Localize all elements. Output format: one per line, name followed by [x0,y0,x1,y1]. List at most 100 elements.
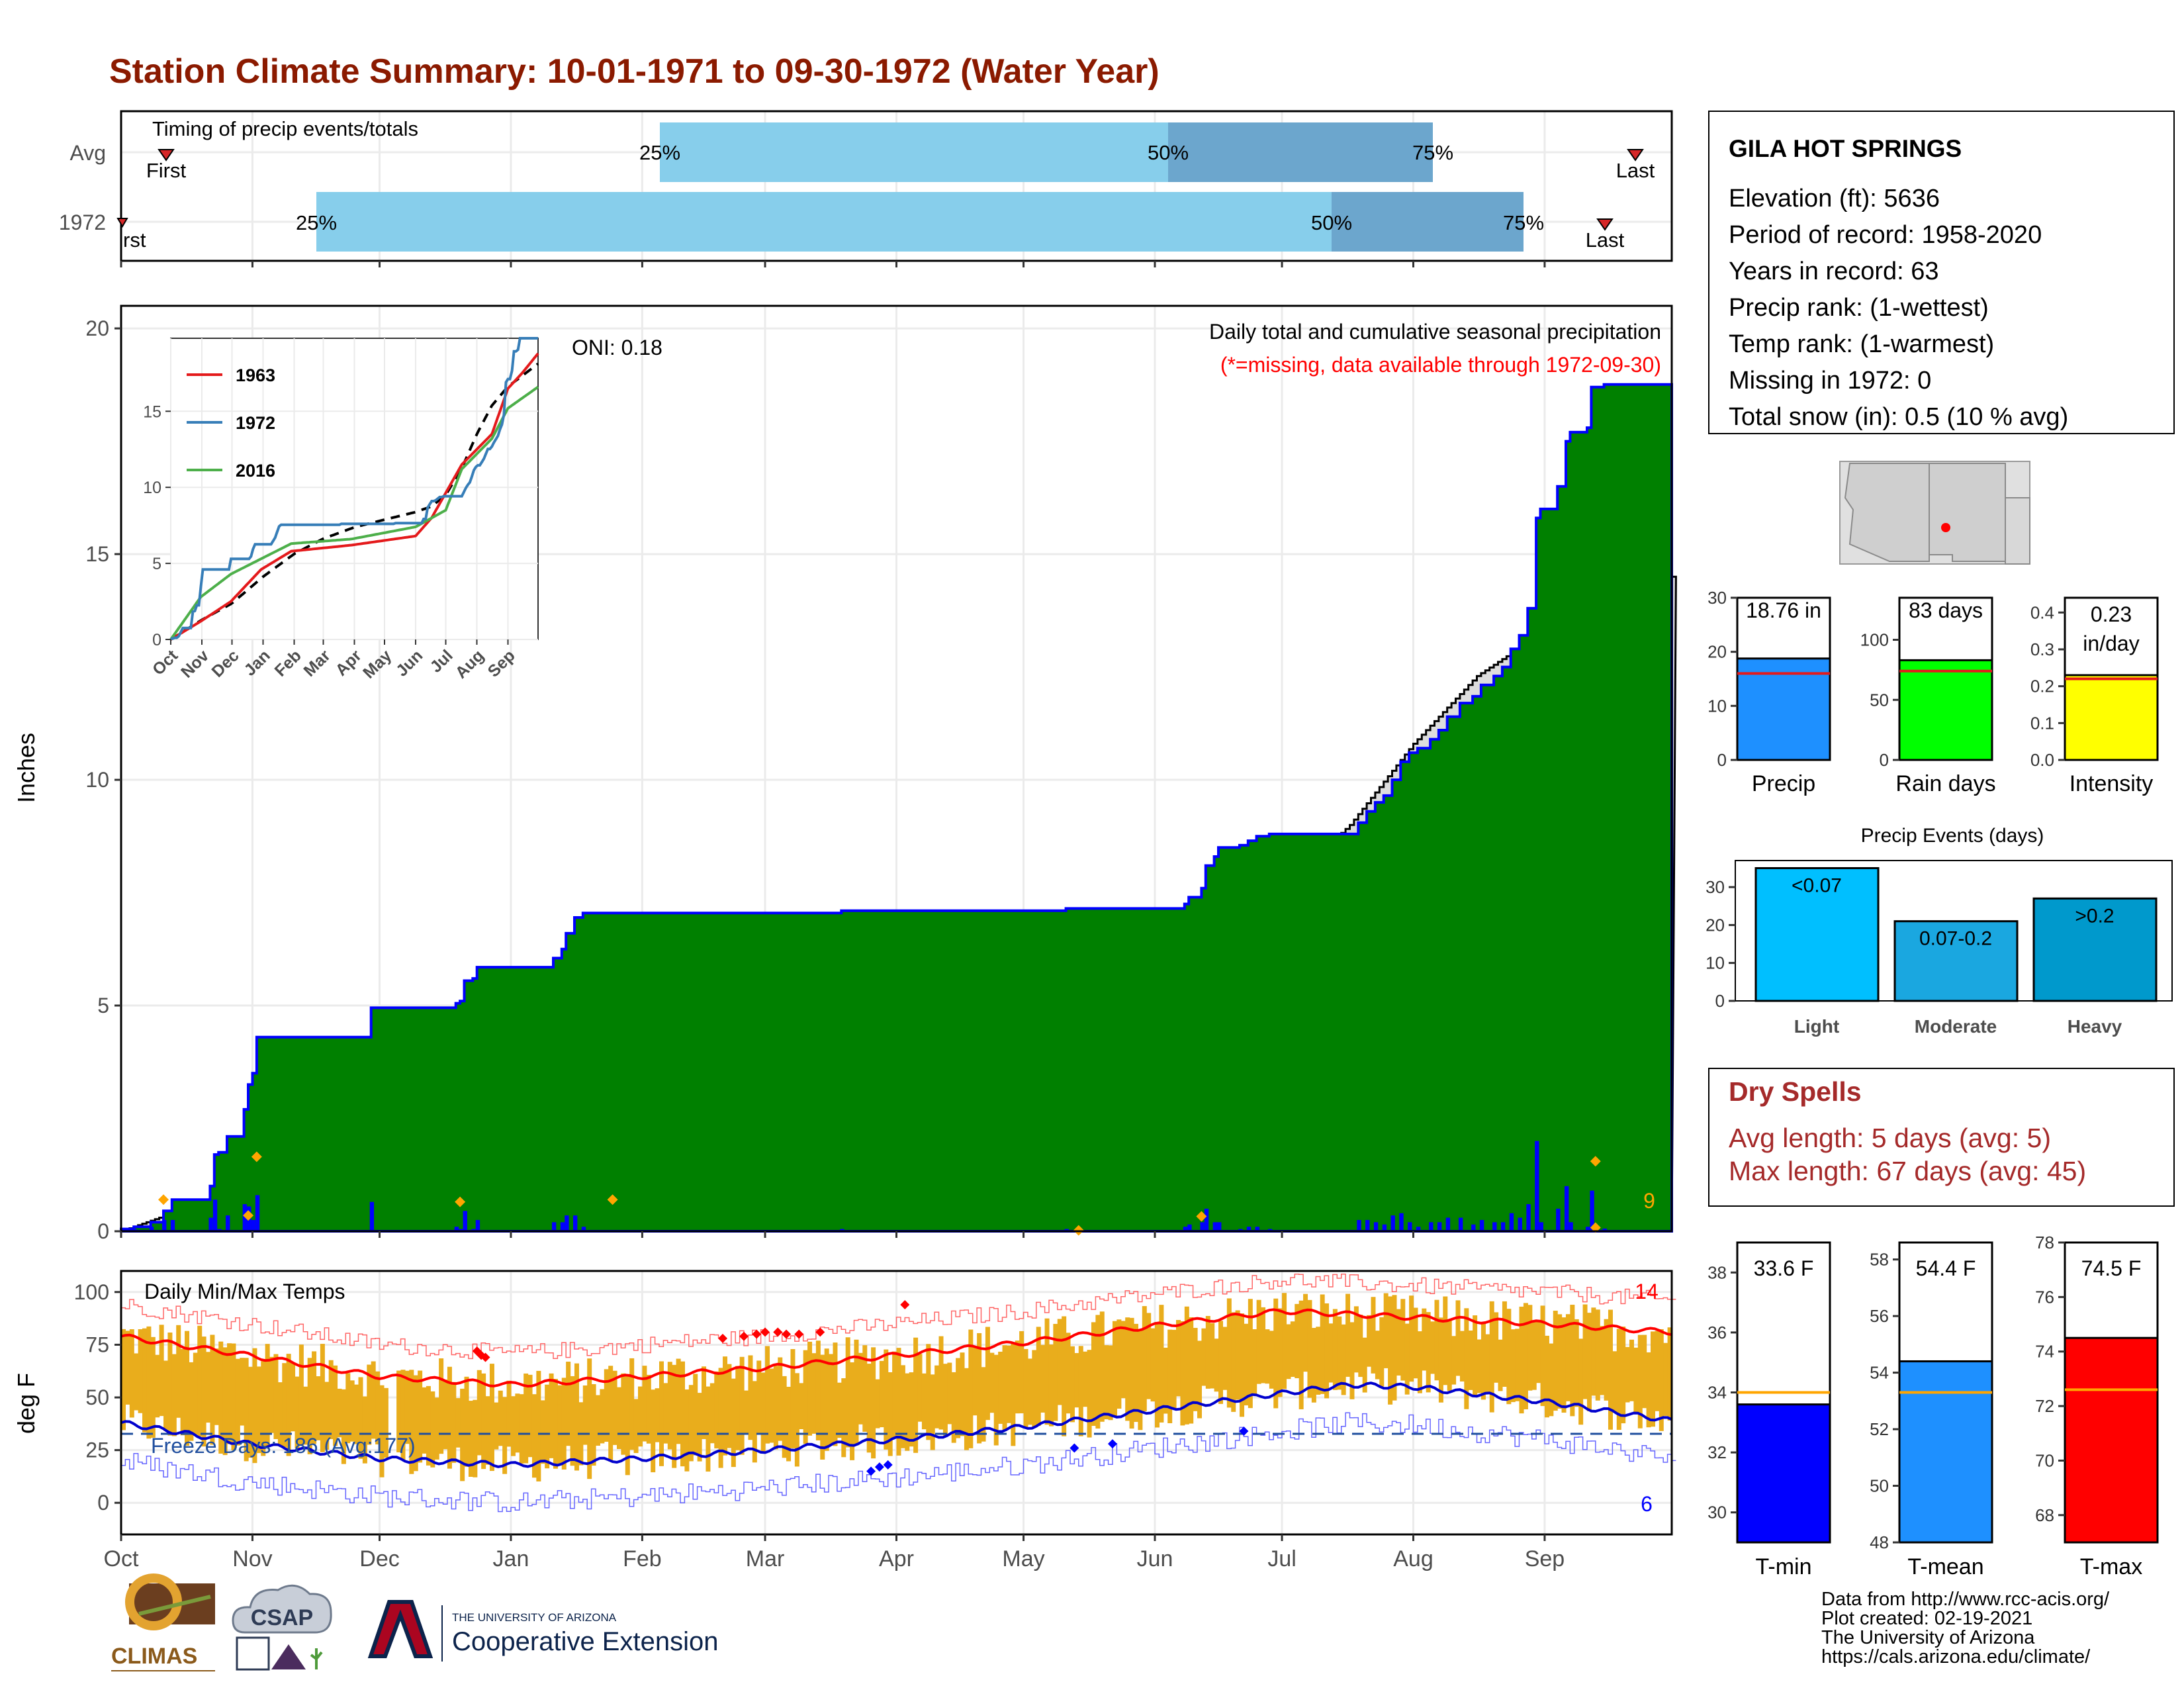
daily-temp-bar [1201,1328,1206,1386]
daily-precip-bar [1500,1222,1506,1231]
footer-url: https://cals.arizona.edu/climate/ [1821,1646,2091,1667]
temp-ytick-label: 50 [85,1385,109,1409]
daily-temp-bar [557,1385,563,1466]
mini-bar-tick-label: 0.4 [2030,602,2054,622]
daily-precip-bar [1390,1215,1395,1231]
csap-mountain-icon [271,1644,306,1669]
daily-temp-bar [206,1352,211,1423]
daily-temp-bar [676,1358,681,1444]
daily-precip-bar [1217,1222,1222,1231]
daily-temp-bar [464,1376,469,1467]
daily-temp-bar [782,1376,787,1458]
daily-precip-bar [1246,1227,1251,1231]
daily-temp-bar [1176,1320,1181,1397]
daily-temp-bar [1138,1331,1143,1430]
daily-temp-bar [561,1378,567,1470]
daily-temp-bar [646,1374,651,1444]
daily-temp-bar [1646,1352,1651,1428]
daily-temp-bar [460,1388,465,1481]
daily-temp-bar [185,1331,190,1446]
dry-spells-max: Max length: 67 days (avg: 45) [1729,1156,2086,1186]
temp-summary-tick-label: 56 [1870,1306,1889,1326]
daily-precip-bar [1602,1228,1607,1231]
events-tick-label: 20 [1706,915,1725,935]
temp-max-count: 14 [1635,1280,1659,1303]
temp-min-count: 6 [1641,1492,1653,1516]
daily-temp-bar [1104,1345,1109,1420]
daily-temp-bar [811,1353,817,1434]
mini-bar-tick-label: 0 [1717,750,1727,770]
daily-temp-bar [286,1354,291,1456]
daily-temp-bar [1477,1339,1482,1393]
temp-title: Daily Min/Max Temps [144,1280,345,1303]
daily-precip-bar [1437,1222,1442,1231]
daily-temp-bar [1625,1346,1630,1403]
daily-temp-bar [1591,1307,1596,1396]
timing-1972-q75: 75% [1503,211,1544,234]
daily-precip-bar [1458,1217,1463,1231]
daily-temp-bar [134,1353,139,1411]
daily-temp-bar [510,1396,516,1456]
record-high-marker [477,1350,486,1360]
daily-temp-bar [773,1366,778,1450]
daily-temp-bar [833,1342,838,1446]
timing-panel: Timing of precip events/totals Avg 1972 … [59,110,1673,262]
daily-temp-bar [400,1370,406,1460]
temp-summary-tick-label: 78 [2035,1233,2054,1252]
daily-temp-bar [1210,1323,1215,1389]
daily-temp-bar [1214,1338,1219,1392]
daily-temp-bar [905,1373,910,1451]
daily-temp-bar [1311,1328,1316,1403]
cumulative-precip-area [120,383,1673,1233]
events-tick-label: 10 [1706,953,1725,973]
temp-ytick-label: 0 [97,1491,109,1515]
daily-temp-bar [409,1370,414,1474]
daily-temp-bar [1604,1319,1609,1401]
mini-bar-tick-label: 100 [1860,630,1889,650]
mini-bar-tick-label: 30 [1707,588,1727,608]
daily-temp-bar [1489,1301,1494,1413]
daily-temp-bar [892,1351,897,1438]
inset-legend: 1963 1972 2016 [187,365,275,481]
daily-precip-bar [1365,1219,1370,1231]
daily-temp-bar [735,1366,741,1450]
daily-temp-bar [1531,1321,1537,1390]
daily-temp-bar [1320,1294,1325,1394]
daily-precip-bar [149,1227,154,1231]
daily-temp-bar [455,1398,461,1448]
record-high-marker [900,1299,910,1309]
station-period: Period of record: 1958-2020 [1729,221,2042,249]
daily-temp-bar [1480,1323,1486,1400]
daily-temp-bar [1184,1306,1189,1425]
daily-temp-bar [663,1383,668,1444]
temp-summary-label: T-min [1756,1554,1812,1579]
temp-summary-tick-label: 50 [1870,1476,1889,1496]
daily-temp-bar [1006,1345,1011,1423]
daily-temp-bar [871,1347,876,1459]
daily-temp-bar [519,1394,524,1464]
daily-temp-bar [1095,1315,1101,1429]
daily-precip-bar [369,1201,375,1231]
precip-panel: 0 5 10 15 20 Inches ONI: 0.18 Daily total an… [13,261,1677,1243]
event-bar-label: Light [1794,1016,1839,1037]
month-label: Sep [1525,1546,1565,1571]
daily-temp-bar [1167,1329,1173,1423]
daily-temp-bar [786,1386,792,1462]
daily-temp-bar [150,1336,156,1438]
mini-bar-rain-days [1898,659,1993,761]
daily-temp-bar [1053,1323,1058,1421]
daily-temp-bar [333,1365,338,1446]
daily-temp-bar [1464,1308,1469,1409]
daily-temp-bar [900,1365,905,1448]
daily-precip-bar [1479,1219,1484,1231]
daily-temp-bar [633,1399,639,1454]
daily-temp-bar [574,1363,579,1471]
inset-legend-2016: 2016 [236,461,275,481]
daily-temp-bar [1171,1329,1177,1409]
daily-temp-bar [1193,1327,1198,1411]
daily-temp-bar [731,1378,736,1468]
timing-1972-q50: 50% [1311,211,1352,234]
month-label: Oct [104,1546,139,1571]
event-bar-label: Heavy [2068,1016,2122,1037]
